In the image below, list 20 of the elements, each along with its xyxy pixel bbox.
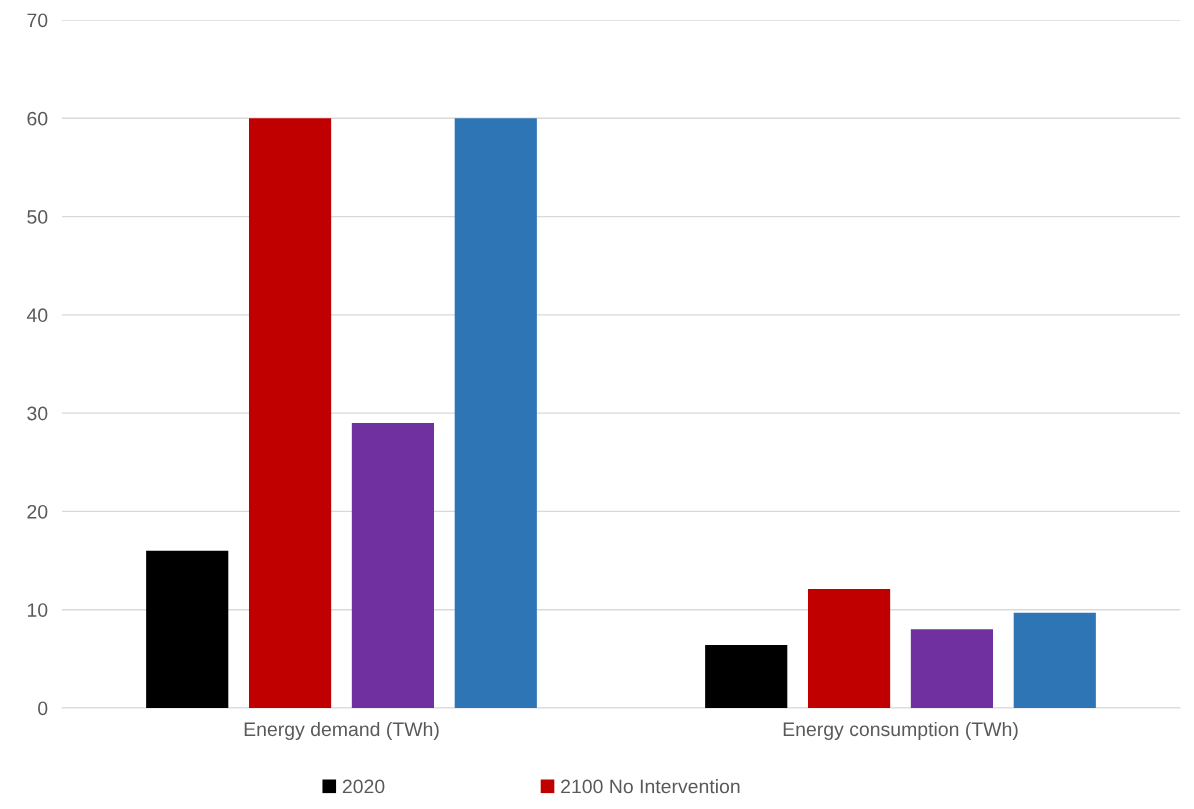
legend-label: 2100 No Intervention (561, 779, 740, 794)
bar (807, 589, 891, 708)
x-tick-label: Energy consumption (TWh) (783, 721, 1018, 741)
bar (705, 645, 788, 708)
y-tick-label: 60 (27, 111, 48, 126)
bar (248, 118, 332, 708)
bar (1013, 612, 1096, 708)
y-tick-label: 10 (27, 603, 48, 617)
y-tick-label: 70 (27, 13, 48, 28)
y-tick-label: 30 (27, 406, 48, 421)
legend-label: 2020 (342, 779, 385, 794)
y-tick-label: 50 (27, 210, 48, 224)
x-tick-label: Energy demand (TWh) (244, 721, 439, 741)
bar (146, 550, 229, 708)
bar (910, 629, 994, 708)
y-tick-label: 20 (27, 504, 48, 519)
y-tick-label: 0 (38, 701, 48, 716)
bar (351, 422, 435, 708)
y-tick-label: 40 (26, 308, 48, 323)
bar (454, 118, 537, 708)
